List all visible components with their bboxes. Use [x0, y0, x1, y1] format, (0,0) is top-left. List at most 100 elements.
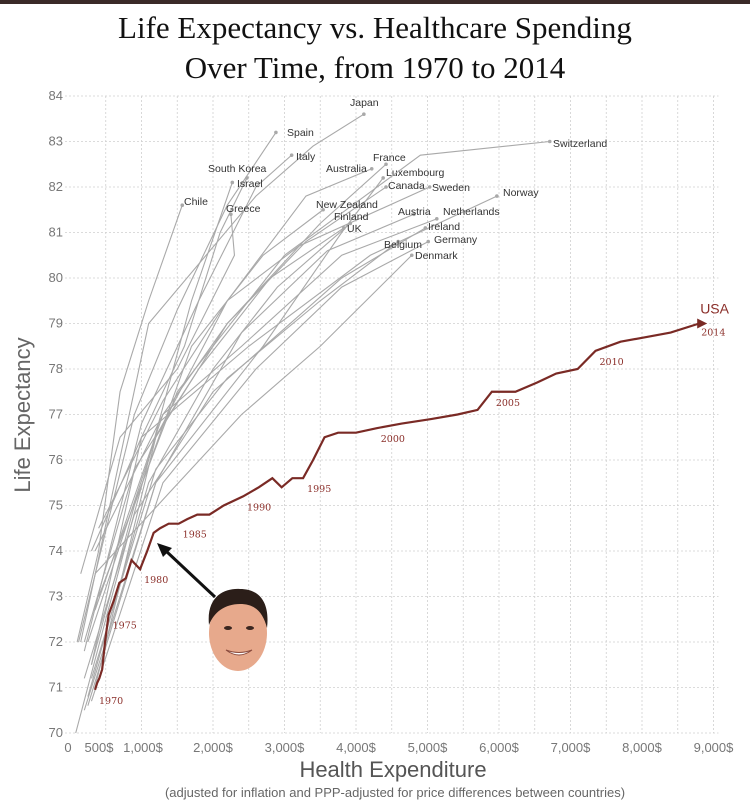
usa-year-label: 2014 — [701, 328, 725, 339]
country-endpoint — [409, 253, 414, 258]
y-tick-label: 82 — [49, 179, 63, 194]
country-line-chile — [76, 205, 183, 643]
country-line-greece — [80, 214, 236, 574]
x-tick-label: 9,000$ — [694, 740, 735, 755]
country-line-netherlands — [94, 218, 437, 552]
country-label: Canada — [388, 180, 425, 192]
usa-year-label: 1990 — [247, 502, 271, 513]
x-tick-label: 6,000$ — [479, 740, 520, 755]
country-endpoint — [289, 153, 294, 157]
chart-title: Life Expectancy vs. Healthcare Spending … — [0, 8, 750, 88]
country-line-canada — [94, 186, 387, 611]
usa-arrowhead — [697, 318, 708, 329]
country-line-new-zealand — [90, 209, 324, 665]
country-label: Finland — [334, 211, 369, 223]
grid — [65, 95, 719, 734]
x-tick-label: 8,000$ — [622, 740, 663, 755]
usa-year-label: 1985 — [183, 530, 207, 541]
x-tick-label: 5,000$ — [408, 740, 449, 755]
country-label: Sweden — [432, 182, 470, 194]
y-tick-label: 76 — [49, 452, 63, 467]
country-line-denmark — [94, 254, 413, 575]
country-endpoint — [384, 185, 388, 189]
y-tick-label: 71 — [49, 680, 63, 695]
country-line-france — [87, 163, 387, 643]
usa-line: USA 1970 1975 1980 1985 1990 1995 2000 2005 2010 2… — [93, 301, 730, 707]
country-line-japan — [80, 113, 365, 643]
x-tick-label: 7,000$ — [551, 740, 592, 755]
country-endpoint — [426, 239, 431, 244]
country-endpoint — [180, 203, 185, 207]
country-label: UK — [347, 223, 362, 235]
country-endpoint — [412, 212, 416, 217]
country-line-uk — [83, 227, 345, 643]
usa-year-label: 1995 — [307, 484, 331, 495]
country-line-belgium — [90, 241, 399, 679]
country-line-austria — [87, 213, 415, 706]
usa-year-label: 1975 — [113, 621, 137, 632]
country-endpoint — [396, 239, 400, 244]
x-axis-ticks: 0 500$ 1,000$ 2,000$ 3,000$ 4,000$ 5,000$ 6,000… — [64, 740, 734, 755]
country-endpoint — [423, 226, 428, 230]
x-tick-label: 2,000$ — [193, 740, 234, 755]
country-endpoint — [230, 180, 235, 185]
country-endpoint — [434, 217, 439, 221]
y-tick-label: 83 — [49, 134, 63, 149]
y-tick-label: 75 — [49, 498, 63, 513]
country-endpoint — [274, 130, 278, 135]
y-tick-label: 77 — [49, 407, 63, 422]
y-tick-label: 74 — [49, 543, 63, 558]
country-label: Germany — [434, 234, 478, 246]
country-endpoint — [342, 226, 346, 230]
country-label: Chile — [184, 196, 208, 208]
country-line-germany — [90, 241, 429, 702]
country-lines: Japan Spain Italy South Korea Israel Chile Gre… — [75, 97, 607, 734]
country-line-south-korea — [75, 182, 233, 734]
country-line-sweden — [98, 186, 430, 529]
title-line-2: Over Time, from 1970 to 2014 — [184, 50, 566, 85]
y-tick-label: 72 — [49, 634, 63, 649]
country-label: France — [373, 152, 406, 164]
country-label: Greece — [226, 203, 261, 215]
usa-series-name: USA — [700, 301, 729, 317]
x-tick-label: 4,000$ — [336, 740, 377, 755]
country-line-luxembourg — [83, 177, 384, 711]
x-axis-label: Health Expenditure — [299, 757, 486, 782]
country-line-finland — [87, 222, 351, 697]
y-tick-label: 70 — [49, 725, 63, 740]
usa-year-label: 2010 — [600, 357, 624, 368]
country-endpoint — [369, 167, 374, 171]
x-axis-note: (adjusted for inflation and PPP-adjusted… — [165, 785, 625, 800]
usa-year-label: 1970 — [99, 696, 123, 707]
country-label: Japan — [350, 97, 379, 109]
country-label: Luxembourg — [386, 167, 445, 179]
y-tick-label: 79 — [49, 316, 63, 331]
country-label: Israel — [237, 178, 263, 190]
usa-year-label: 2000 — [381, 434, 405, 445]
country-endpoint — [495, 194, 499, 198]
x-tick-label: 3,000$ — [265, 740, 306, 755]
country-endpoint — [245, 176, 249, 180]
y-tick-label: 81 — [49, 225, 63, 240]
country-label: Switzerland — [553, 138, 607, 150]
country-label: Netherlands — [443, 206, 500, 218]
x-tick-label: 500$ — [85, 740, 115, 755]
country-label: South Korea — [208, 163, 267, 175]
country-label: Denmark — [415, 250, 458, 262]
country-label: Austria — [398, 206, 431, 218]
x-tick-label: 1,000$ — [123, 740, 164, 755]
country-label: Belgium — [384, 239, 422, 251]
country-endpoint — [384, 162, 388, 167]
annotation-arrow — [157, 543, 217, 599]
title-line-1: Life Expectancy vs. Healthcare Spending — [118, 10, 632, 45]
country-endpoint — [348, 221, 353, 226]
country-label: Norway — [503, 187, 539, 199]
y-axis-ticks: 70 71 72 73 74 75 76 77 78 79 80 81 82 83 84 — [49, 88, 63, 740]
y-tick-label: 78 — [49, 361, 63, 376]
usa-year-label: 1980 — [144, 575, 168, 586]
top-border — [0, 0, 750, 4]
y-tick-label: 80 — [49, 270, 63, 285]
country-endpoint — [321, 207, 325, 212]
country-endpoint — [381, 176, 385, 180]
